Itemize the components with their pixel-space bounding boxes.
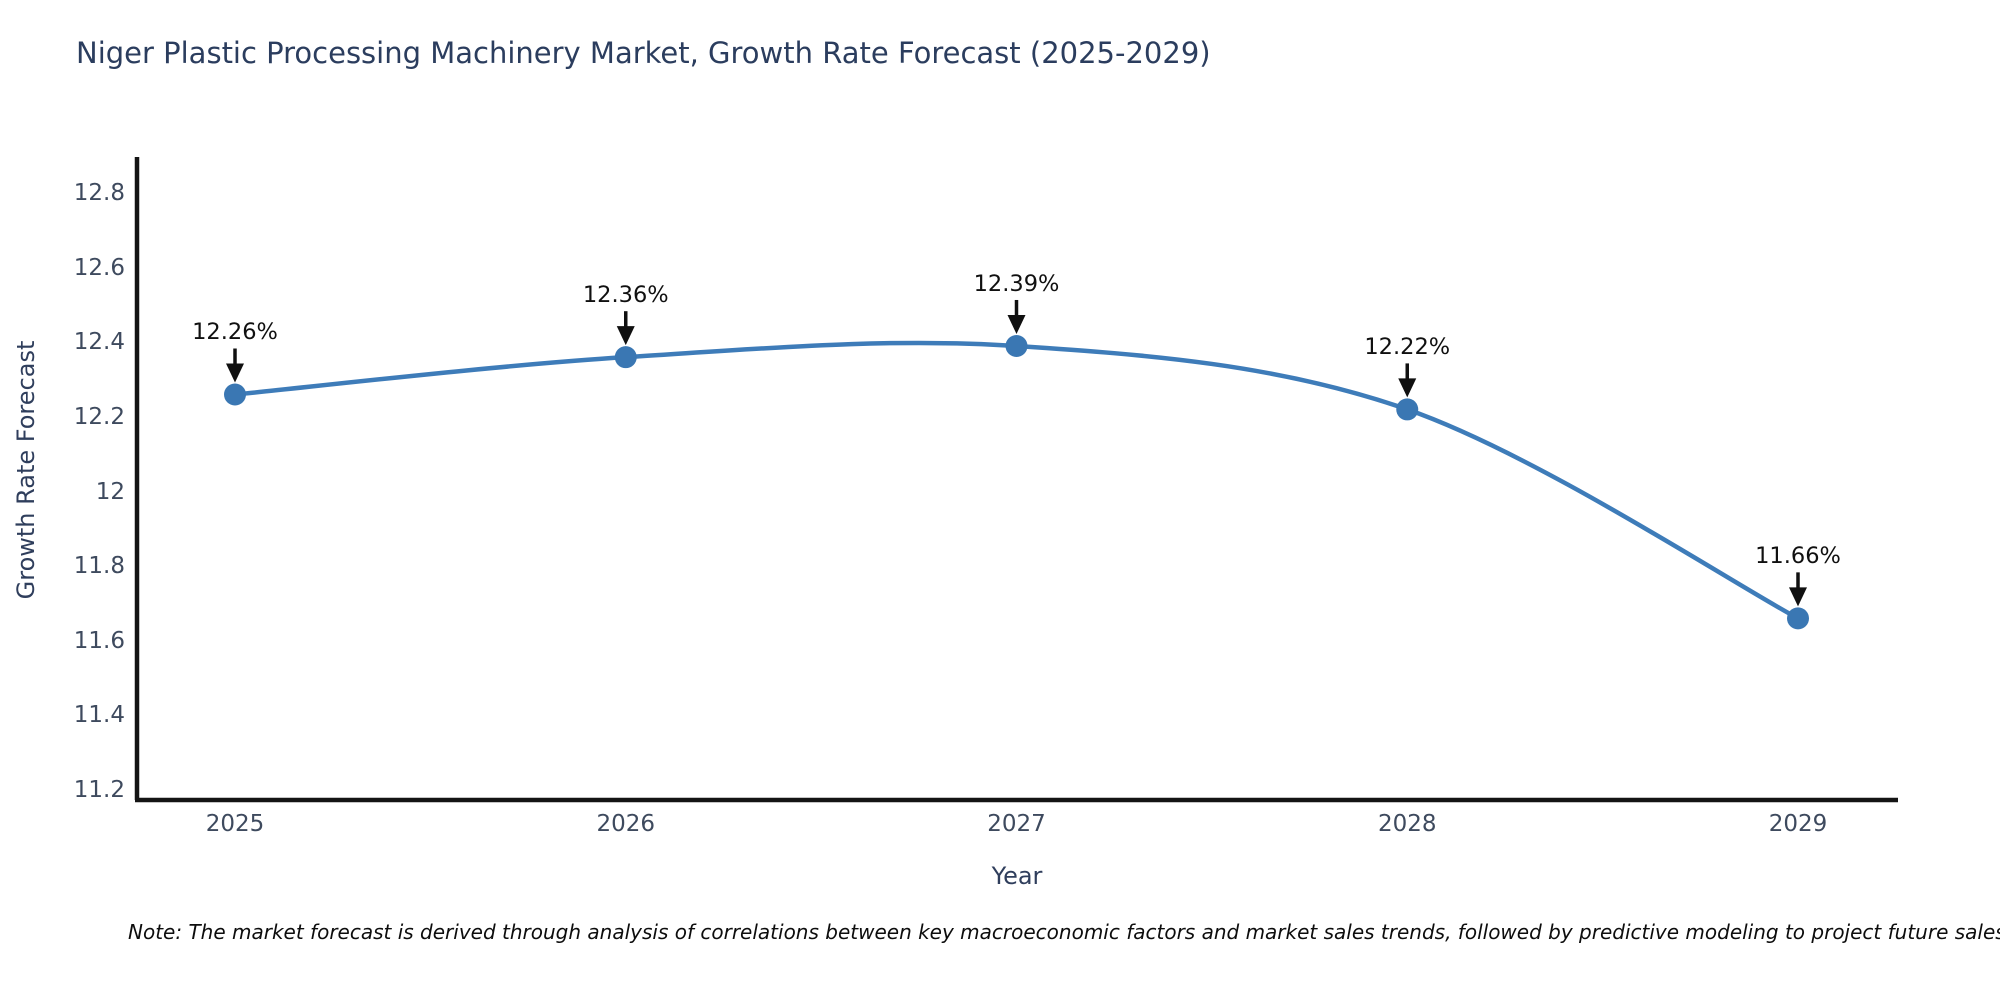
y-tick-label: 12.6 <box>73 254 125 281</box>
x-tick-label: 2026 <box>596 811 656 837</box>
annotation-arrow-head <box>1398 378 1417 398</box>
point-annotation: 12.26% <box>192 319 278 346</box>
y-tick-label: 12 <box>95 478 125 505</box>
data-point-marker <box>1005 334 1028 357</box>
point-annotation: 12.22% <box>1364 334 1451 361</box>
y-tick-label: 11.6 <box>73 627 125 654</box>
data-point-marker <box>1787 607 1809 630</box>
point-annotation: 11.66% <box>1755 543 1841 570</box>
y-tick-label: 11.4 <box>73 702 125 729</box>
x-tick-label: 2028 <box>1377 811 1437 837</box>
annotation-arrow-head <box>226 363 244 383</box>
y-tick-label: 11.8 <box>73 553 125 580</box>
y-tick-label: 12.2 <box>73 403 125 430</box>
footnote: Note: The market forecast is derived thr… <box>128 920 2000 944</box>
annotation-arrow-head <box>1007 314 1026 334</box>
x-tick-label: 2029 <box>1768 811 1828 837</box>
y-tick-label: 11.2 <box>73 777 125 803</box>
data-point-marker <box>1396 398 1419 421</box>
point-annotation: 12.36% <box>582 282 669 309</box>
trend-line <box>232 340 1801 621</box>
y-tick-label: 12.4 <box>73 329 125 356</box>
y-tick-label: 12.8 <box>73 180 125 206</box>
point-annotation: 12.39% <box>973 270 1060 297</box>
annotation-arrow-head <box>1789 587 1807 607</box>
data-point-marker <box>614 346 637 369</box>
annotation-arrow-head <box>616 326 635 346</box>
data-point-marker <box>224 383 246 406</box>
chart-title: Niger Plastic Processing Machinery Marke… <box>76 36 1211 70</box>
x-tick-label: 2025 <box>205 811 265 837</box>
x-tick-label: 2027 <box>987 811 1046 837</box>
x-axis-title: Year <box>991 862 1043 890</box>
